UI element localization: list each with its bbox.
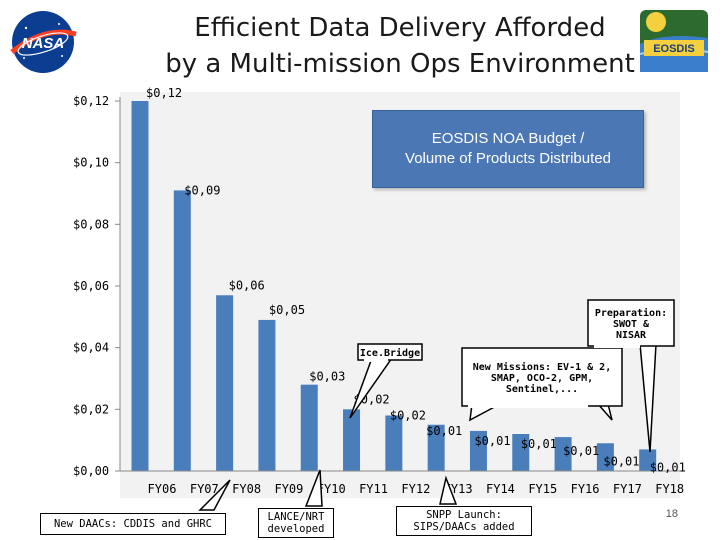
y-tick-label: $0,06 [73, 279, 109, 293]
y-axis: $0,00 $0,02 $0,04 $0,06 $0,08 $0,10 $0,12 [73, 94, 121, 478]
data-label-fy12: $0,02 [390, 409, 426, 423]
new-missions-callout-join [468, 404, 588, 408]
x-tick-label: FY16 [571, 482, 600, 496]
bar-fy17 [596, 443, 614, 471]
x-tick-label: FY10 [317, 482, 346, 496]
chart-title-line-1: EOSDIS NOA Budget / [431, 130, 585, 147]
new-missions-callout-text: Sentinel,... [506, 383, 578, 395]
x-tick-label: FY11 [359, 482, 388, 496]
eosdis-logo: EOSDIS [639, 10, 709, 72]
data-label-fy18: $0,01 [650, 460, 686, 474]
lance-pointer [304, 469, 323, 507]
bar-fy07 [173, 190, 191, 471]
title-line-1: Efficient Data Delivery Afforded [194, 13, 606, 43]
icebridge-callout: Ice.Bridge [349, 343, 423, 419]
data-label-fy07: $0,09 [184, 183, 220, 197]
new-missions-callout-box [461, 347, 623, 407]
data-label-fy08: $0,06 [229, 278, 265, 292]
x-tick-label: FY06 [148, 482, 177, 496]
preparation-callout-join [594, 344, 640, 348]
preparation-callout-text: NISAR [616, 330, 647, 341]
data-label-fy10: $0,03 [309, 370, 345, 384]
bar-fy18 [639, 449, 657, 471]
y-tick-label: $0,10 [73, 156, 109, 170]
slide-title: Efficient Data Delivery Afforded by a Mu… [140, 10, 660, 82]
preparation-callout: Preparation:SWOT &NISAR [587, 299, 675, 453]
lance-text-line-2: developed [267, 523, 325, 535]
preparation-callout-text: SWOT & [613, 319, 650, 330]
x-tick-label: FY07 [190, 482, 219, 496]
nasa-logo-text: NASA [22, 35, 65, 52]
bar-fy13 [427, 424, 445, 471]
data-label-fy09: $0,05 [269, 303, 305, 317]
snpp-text-line-1: SNPP Launch: [426, 509, 502, 521]
data-label-fy13: $0,01 [426, 424, 462, 438]
x-tick-label: FY18 [655, 482, 684, 496]
eosdis-logo-text: EOSDIS [653, 43, 695, 55]
icebridge-callout-text: Ice.Bridge [360, 347, 420, 359]
bar-fy10 [300, 384, 318, 471]
bar-fy08 [216, 295, 234, 471]
icebridge-callout-box [357, 343, 423, 361]
x-tick-label: FY15 [528, 482, 557, 496]
new-daacs-pointer [198, 479, 231, 511]
data-label-fy17: $0,01 [603, 454, 639, 468]
y-tick-label: $0,08 [73, 217, 109, 231]
x-tick-label: FY09 [274, 482, 303, 496]
bar-fy06 [131, 101, 149, 471]
page-number: 18 [665, 508, 678, 520]
bar-fy12 [385, 415, 403, 471]
y-tick-label: $0,02 [73, 402, 109, 416]
preparation-callout-box [587, 299, 675, 347]
bar-fy11 [343, 409, 361, 471]
preparation-callout-text: Preparation: [595, 307, 667, 319]
new-daacs-callout: New DAACs: CDDIS and GHRC [40, 513, 226, 535]
x-tick-label: FY17 [613, 482, 642, 496]
new-missions-callout-text: New Missions: EV-1 & 2, [473, 361, 611, 373]
data-label-fy16: $0,01 [563, 444, 599, 458]
data-label-fy14: $0,01 [474, 434, 510, 448]
y-tick-label: $0,12 [73, 94, 109, 108]
lance-text-line-1: LANCE/NRT [267, 511, 325, 523]
chart-title-box: EOSDIS NOA Budget / Volume of Products D… [372, 110, 644, 188]
snpp-text-line-2: SIPS/DAACs added [413, 521, 515, 533]
snpp-callout: SNPP Launch: SIPS/DAACs added [396, 506, 532, 536]
bar-fy14 [469, 430, 487, 471]
icebridge-callout-join [364, 358, 388, 362]
new-missions-callout-text: SMAP, OCO-2, GPM, [491, 373, 593, 384]
lance-callout: LANCE/NRT developed [258, 508, 334, 538]
y-tick-label: $0,00 [73, 464, 109, 478]
data-label-fy15: $0,01 [521, 437, 557, 451]
new-daacs-text: New DAACs: CDDIS and GHRC [53, 518, 213, 530]
nasa-logo: NASA [10, 11, 77, 73]
new-missions-callout: New Missions: EV-1 & 2,SMAP, OCO-2, GPM,… [461, 347, 623, 422]
callouts: Ice.Bridge New Missions: EV-1 & 2,SMAP, O… [198, 299, 675, 511]
x-tick-label: FY12 [401, 482, 430, 496]
x-axis: FY06 FY07 FY08 FY09 FY10 FY11 FY12 FY13 FY14 FY15… [120, 470, 684, 496]
chart-title-line-2: Volume of Products Distributed [405, 150, 611, 167]
y-tick-label: $0,04 [73, 341, 109, 355]
bar-fy16 [554, 437, 572, 471]
bar-fy09 [258, 319, 276, 471]
bar-fy15 [512, 434, 530, 471]
bar-series [131, 101, 657, 471]
snpp-pointer [439, 475, 458, 505]
title-line-2: by a Multi-mission Ops Environment [165, 49, 635, 79]
x-tick-label: FY14 [486, 482, 515, 496]
x-tick-label: FY08 [232, 482, 261, 496]
data-label-fy06: $0,12 [146, 86, 182, 100]
